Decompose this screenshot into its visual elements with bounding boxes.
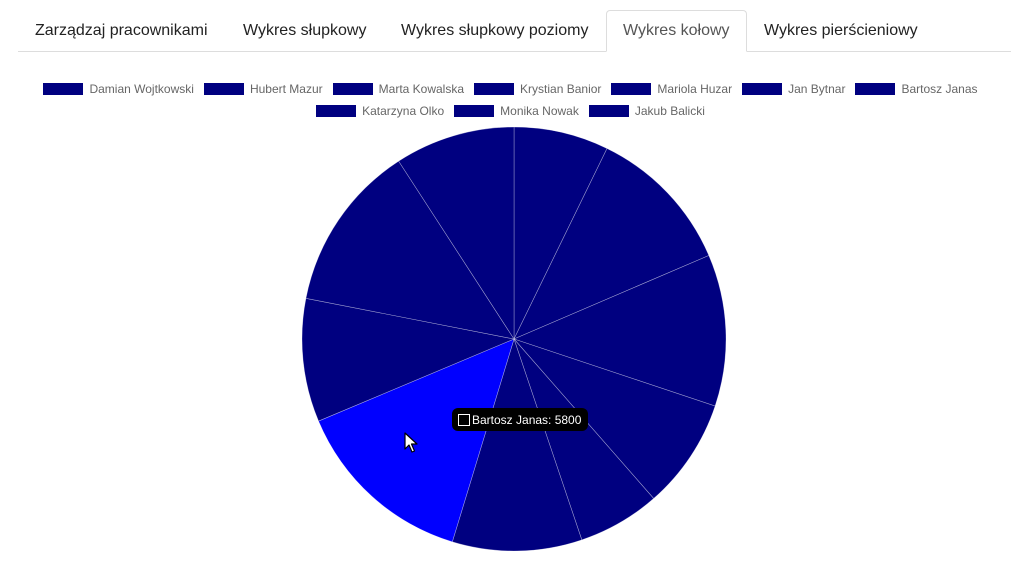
pie-slice[interactable] bbox=[301, 297, 516, 422]
legend-label: Damian Wojtkowski bbox=[89, 82, 194, 96]
legend-swatch bbox=[611, 83, 652, 95]
pie-slice[interactable] bbox=[513, 148, 710, 340]
legend-item[interactable]: Katarzyna Olko bbox=[316, 104, 444, 118]
pie-slice[interactable] bbox=[451, 338, 583, 552]
pie-slice[interactable] bbox=[398, 126, 515, 341]
legend-swatch bbox=[742, 83, 783, 95]
mouse-pointer-icon bbox=[404, 432, 418, 453]
pie-slice[interactable] bbox=[318, 338, 515, 543]
legend-item[interactable]: Jakub Balicki bbox=[588, 104, 705, 118]
legend-item[interactable]: Damian Wojtkowski bbox=[43, 82, 194, 96]
legend-label: Jakub Balicki bbox=[634, 104, 705, 118]
legend-label: Katarzyna Olko bbox=[362, 104, 445, 118]
pie-slice[interactable] bbox=[513, 126, 608, 340]
legend-item[interactable]: Krystian Banior bbox=[474, 82, 601, 96]
legend-swatch bbox=[588, 105, 629, 117]
pie-slice[interactable] bbox=[513, 338, 716, 499]
legend-label: Mariola Huzar bbox=[657, 82, 733, 96]
legend-row: Damian Wojtkowski Hubert Mazur Marta Kow… bbox=[0, 78, 1021, 100]
tab-horizontal-bar-chart[interactable]: Wykres słupkowy poziomy bbox=[401, 22, 589, 39]
chart-legend: Damian Wojtkowski Hubert Mazur Marta Kow… bbox=[0, 78, 1021, 122]
tooltip-label: Bartosz Janas: 5800 bbox=[472, 412, 582, 427]
legend-item[interactable]: Mariola Huzar bbox=[611, 82, 732, 96]
tooltip-swatch bbox=[458, 413, 470, 426]
legend-label: Marta Kowalska bbox=[378, 82, 465, 96]
legend-swatch bbox=[474, 83, 515, 95]
pie-slice[interactable] bbox=[513, 338, 655, 541]
legend-swatch bbox=[316, 105, 357, 117]
legend-label: Hubert Mazur bbox=[249, 82, 323, 96]
tab-pie-chart[interactable]: Wykres kołowy bbox=[606, 10, 747, 52]
legend-swatch bbox=[203, 83, 244, 95]
chart-tabs: Zarządzaj pracownikami Wykres słupkowy W… bbox=[18, 10, 1011, 52]
chart-tooltip: Bartosz Janas: 5800 bbox=[452, 408, 589, 431]
tab-manage-employees[interactable]: Zarządzaj pracownikami bbox=[35, 22, 208, 39]
legend-label: Monika Nowak bbox=[500, 104, 579, 118]
legend-row: Katarzyna Olko Monika Nowak Jakub Balick… bbox=[0, 100, 1021, 122]
tab-doughnut-chart[interactable]: Wykres pierścieniowy bbox=[764, 22, 918, 39]
pie-slice[interactable] bbox=[305, 160, 515, 340]
legend-item[interactable]: Bartosz Janas bbox=[855, 82, 978, 96]
legend-swatch bbox=[332, 83, 373, 95]
legend-swatch bbox=[855, 83, 896, 95]
legend-item[interactable]: Hubert Mazur bbox=[203, 82, 323, 96]
legend-item[interactable]: Jan Bytnar bbox=[742, 82, 845, 96]
legend-label: Bartosz Janas bbox=[901, 82, 978, 96]
legend-swatch bbox=[43, 83, 84, 95]
legend-label: Jan Bytnar bbox=[788, 82, 846, 96]
legend-item[interactable]: Monika Nowak bbox=[454, 104, 579, 118]
legend-item[interactable]: Marta Kowalska bbox=[332, 82, 465, 96]
tab-bar-chart[interactable]: Wykres słupkowy bbox=[243, 22, 367, 39]
legend-swatch bbox=[454, 105, 495, 117]
pie-slice[interactable] bbox=[513, 255, 727, 407]
legend-label: Krystian Banior bbox=[520, 82, 602, 96]
